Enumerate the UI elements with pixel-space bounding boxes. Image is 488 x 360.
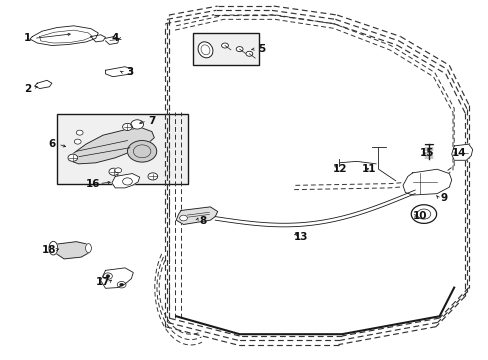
- Text: 16: 16: [86, 179, 101, 189]
- Text: 11: 11: [361, 164, 375, 174]
- Circle shape: [76, 130, 83, 135]
- Circle shape: [68, 154, 78, 161]
- Polygon shape: [91, 35, 105, 42]
- Text: 4: 4: [111, 33, 119, 43]
- Text: 6: 6: [48, 139, 56, 149]
- FancyBboxPatch shape: [193, 33, 259, 65]
- Polygon shape: [30, 26, 98, 45]
- Text: 13: 13: [293, 232, 307, 242]
- Circle shape: [127, 140, 157, 162]
- Polygon shape: [105, 37, 119, 44]
- Polygon shape: [105, 67, 132, 77]
- Circle shape: [245, 51, 252, 56]
- Text: 10: 10: [412, 211, 427, 221]
- Polygon shape: [69, 128, 154, 164]
- Text: 5: 5: [257, 44, 264, 54]
- Text: 12: 12: [332, 164, 346, 174]
- Circle shape: [109, 168, 119, 175]
- Polygon shape: [112, 174, 140, 188]
- Circle shape: [179, 215, 187, 221]
- Polygon shape: [101, 268, 133, 288]
- Circle shape: [148, 173, 158, 180]
- Ellipse shape: [198, 42, 212, 58]
- Text: 15: 15: [419, 148, 434, 158]
- Text: 3: 3: [126, 67, 133, 77]
- Polygon shape: [451, 144, 472, 160]
- FancyBboxPatch shape: [57, 114, 188, 184]
- Circle shape: [74, 139, 81, 144]
- Text: 1: 1: [24, 33, 31, 43]
- Circle shape: [236, 46, 243, 51]
- Circle shape: [122, 123, 132, 131]
- Text: 2: 2: [24, 84, 31, 94]
- Polygon shape: [35, 80, 52, 89]
- Text: 7: 7: [148, 116, 155, 126]
- Circle shape: [131, 120, 143, 129]
- Text: 17: 17: [96, 277, 110, 287]
- Polygon shape: [402, 169, 451, 195]
- Ellipse shape: [49, 241, 58, 255]
- Circle shape: [115, 168, 122, 173]
- Text: 14: 14: [451, 148, 466, 158]
- Polygon shape: [176, 207, 217, 225]
- Ellipse shape: [85, 244, 91, 253]
- Circle shape: [221, 43, 228, 48]
- Circle shape: [120, 283, 123, 286]
- Circle shape: [410, 205, 436, 224]
- Text: 8: 8: [199, 216, 206, 226]
- Text: 9: 9: [440, 193, 447, 203]
- Polygon shape: [53, 242, 91, 259]
- Text: 18: 18: [42, 245, 57, 255]
- Circle shape: [106, 275, 110, 278]
